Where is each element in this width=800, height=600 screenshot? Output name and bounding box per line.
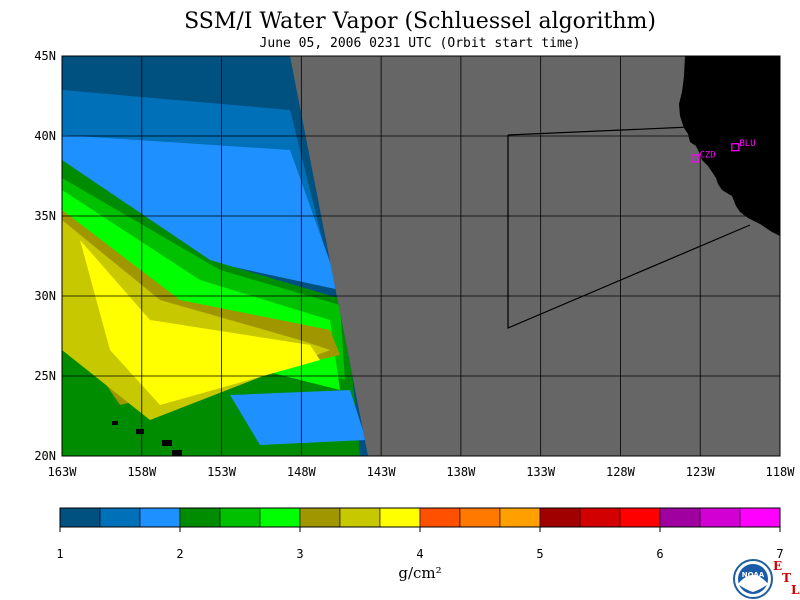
lon-tick-label: 158W	[127, 465, 157, 479]
colorbar-swatch	[419, 507, 461, 528]
land-mass	[679, 56, 780, 236]
swath-band-1-8	[62, 135, 340, 290]
lon-tick-label: 133W	[526, 465, 556, 479]
colorbar-swatch	[139, 507, 181, 528]
colorbar: 1 2 3 4 5 6 7 g/cm²	[56, 507, 784, 582]
lat-tick-label: 45N	[34, 49, 56, 63]
station-marker-czd	[691, 154, 700, 163]
colorbar-tick-label: 3	[296, 547, 303, 561]
island-oahu	[136, 429, 144, 434]
colorbar-swatch	[659, 507, 701, 528]
island-maui	[162, 440, 172, 446]
colorbar-swatches	[59, 507, 781, 528]
colorbar-swatch	[539, 507, 581, 528]
colorbar-swatch	[259, 507, 301, 528]
noaa-logo: NOAA	[733, 559, 773, 599]
station-markers: CZD BLU	[691, 139, 756, 163]
flight-track-line-1	[507, 135, 751, 329]
colorbar-tick-label: 4	[416, 547, 423, 561]
swath-band-southeast-1-8	[230, 390, 366, 445]
lon-tick-label: 148W	[287, 465, 317, 479]
lon-tick-label: 118W	[766, 465, 796, 479]
colorbar-swatch	[459, 507, 501, 528]
flight-track-line-2	[507, 126, 691, 136]
colorbar-swatch	[499, 507, 541, 528]
colorbar-swatch	[699, 507, 741, 528]
colorbar-swatch	[379, 507, 421, 528]
map-panel: CZD BLU	[61, 55, 781, 457]
colorbar-swatch	[579, 507, 621, 528]
lon-tick-label: 153W	[207, 465, 237, 479]
noaa-logo-bird	[738, 575, 768, 592]
lon-tick-label: 163W	[48, 465, 78, 479]
colorbar-tick-label: 1	[56, 547, 63, 561]
colorbar-swatch	[179, 507, 221, 528]
colorbar-tick-label: 5	[536, 547, 543, 561]
noaa-logo-text: NOAA	[742, 571, 765, 579]
colorbar-tick-label: 6	[656, 547, 663, 561]
water-vapor-swath	[62, 56, 368, 456]
colorbar-unit-label: g/cm²	[398, 564, 441, 582]
lat-tick-label: 25N	[34, 369, 56, 383]
island-hawaii	[172, 450, 182, 456]
colorbar-swatch	[739, 507, 781, 528]
etl-letter-t: T	[782, 571, 791, 585]
lon-tick-label: 123W	[686, 465, 716, 479]
etl-letter-l: L	[791, 583, 800, 597]
colorbar-swatch	[99, 507, 141, 528]
map-graticule	[62, 56, 780, 456]
lat-tick-label: 40N	[34, 129, 56, 143]
longitude-tick-labels: 163W 158W 153W 148W 143W 138W 133W 128W 123W 118W	[48, 465, 796, 479]
island-kauai	[112, 421, 118, 425]
colorbar-swatch	[619, 507, 661, 528]
latitude-tick-labels: 45N 40N 35N 30N 25N 20N	[34, 49, 56, 463]
lat-tick-label: 30N	[34, 289, 56, 303]
swath-band-3-8	[80, 240, 320, 405]
station-marker-blu	[731, 143, 740, 152]
colorbar-tick-labels: 1 2 3 4 5 6 7	[56, 527, 784, 561]
station-label-czd: CZD	[699, 150, 715, 160]
figure-subtitle: June 05, 2006 0231 UTC (Orbit start time…	[260, 36, 581, 51]
lon-tick-label: 138W	[446, 465, 476, 479]
colorbar-swatch	[339, 507, 381, 528]
flight-track	[507, 126, 751, 329]
colorbar-tick-label: 2	[176, 547, 183, 561]
etl-logo: E T L	[773, 559, 800, 597]
station-label-blu: BLU	[739, 139, 755, 149]
colorbar-tick-label: 7	[776, 547, 783, 561]
hawaiian-islands	[112, 421, 182, 456]
lat-tick-label: 35N	[34, 209, 56, 223]
lon-tick-label: 143W	[367, 465, 397, 479]
colorbar-swatch	[59, 507, 101, 528]
etl-letter-e: E	[773, 559, 782, 573]
lon-tick-label: 128W	[606, 465, 636, 479]
map-frame	[61, 55, 781, 457]
colorbar-swatch	[299, 507, 341, 528]
figure-title: SSM/I Water Vapor (Schluessel algorithm)	[184, 9, 656, 34]
lat-tick-label: 20N	[34, 449, 56, 463]
colorbar-swatch	[219, 507, 261, 528]
north-america-landmass	[679, 56, 780, 236]
